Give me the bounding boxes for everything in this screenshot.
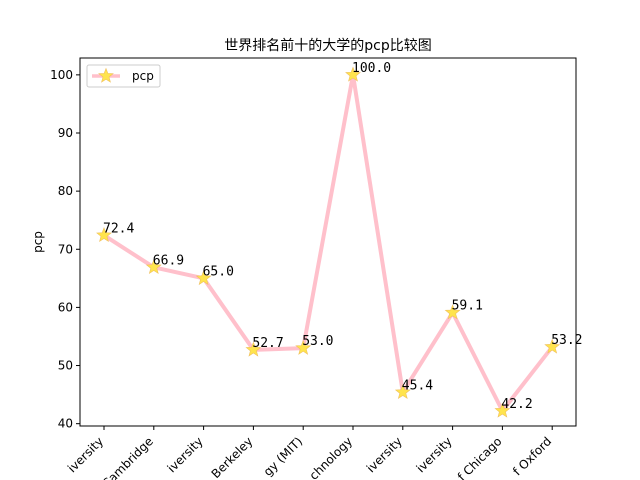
legend-label: pcp (132, 69, 154, 83)
star-marker-icon (345, 66, 361, 82)
data-label: 53.0 (302, 334, 333, 349)
chart-title: 世界排名前十的大学的pcp比较图 (224, 37, 431, 54)
star-marker-icon (195, 269, 212, 286)
data-label: 42.2 (501, 397, 532, 412)
star-icon (98, 67, 114, 83)
data-label: 53.2 (551, 333, 582, 348)
plot-area (79, 57, 577, 427)
star-marker-icon (494, 402, 511, 418)
y-tick-label: 40 (58, 417, 73, 431)
data-label: 100.0 (352, 61, 391, 76)
star-marker-icon (295, 339, 312, 355)
y-axis-label: pcp (31, 231, 45, 253)
data-label: 59.1 (452, 299, 483, 314)
x-tick-label: iversity (414, 434, 455, 475)
data-label: 45.4 (402, 378, 433, 393)
series-line (102, 72, 554, 413)
star-marker-icon (394, 383, 411, 400)
star-marker-icon (444, 304, 461, 320)
y-tick-label: 80 (58, 184, 73, 198)
star-marker-icon (96, 226, 112, 243)
x-tick-label: f Oxford (510, 434, 554, 478)
y-tick-label: 50 (58, 359, 73, 373)
y-tick-label: 90 (58, 126, 73, 140)
y-tick-label: 100 (50, 68, 73, 82)
data-labels: 72.4 66.9 65.0 52.7 53.0 100.0 45.4 59.1 42.2 53.… (103, 61, 583, 412)
data-label: 65.0 (203, 264, 234, 279)
x-tick-label: iversity (364, 434, 405, 475)
star-marker-icon (145, 258, 162, 275)
data-label: 52.7 (252, 336, 283, 351)
x-tick-label: iversity (165, 434, 206, 475)
y-tick-label: 70 (58, 242, 73, 256)
x-tick-label: Cambridge (99, 434, 156, 480)
y-axis: 40 50 60 70 80 90 100 (50, 68, 80, 431)
legend: pcp (86, 64, 161, 88)
x-tick-label: f Chicago (455, 434, 505, 480)
star-marker-icon (245, 341, 262, 357)
x-tick-label: Berkeley (209, 434, 256, 480)
x-tick-label: iversity (65, 434, 106, 475)
star-marker-icon (544, 338, 561, 354)
x-tick-label: gy (MIT) (261, 434, 306, 479)
data-label: 66.9 (153, 253, 184, 268)
x-tick-label: chnology (307, 434, 355, 480)
y-tick-label: 60 (58, 300, 73, 314)
series-pcp (96, 66, 561, 418)
data-label: 72.4 (103, 221, 134, 236)
